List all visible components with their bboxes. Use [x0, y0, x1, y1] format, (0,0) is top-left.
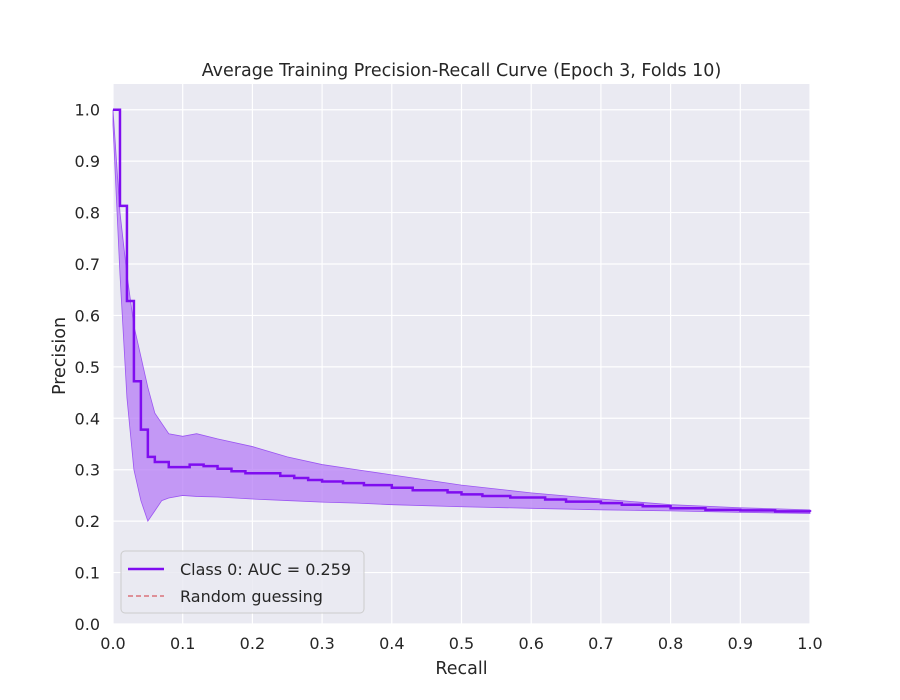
x-tick-label: 0.9: [728, 634, 753, 653]
chart-title: Average Training Precision-Recall Curve …: [202, 61, 722, 81]
y-tick-label: 1.0: [75, 101, 100, 120]
y-axis-label: Precision: [50, 317, 70, 395]
x-tick-label: 0.7: [588, 634, 613, 653]
x-tick-label: 0.2: [240, 634, 265, 653]
x-tick-label: 0.4: [379, 634, 404, 653]
x-tick-label: 0.0: [100, 634, 125, 653]
x-tick-labels: 0.0 0.1 0.2 0.3 0.4 0.5 0.6 0.7 0.8 0.9 1.0: [100, 634, 822, 653]
std-band-layer: [112, 109, 811, 523]
grid-lines: [112, 84, 811, 625]
legend-label-class-0: Class 0: AUC = 0.259: [180, 560, 351, 579]
y-tick-label: 0.3: [75, 461, 100, 480]
y-tick-label: 0.9: [75, 152, 100, 171]
x-tick-label: 1.0: [797, 634, 822, 653]
y-tick-label: 0.7: [75, 255, 100, 274]
x-tick-label: 0.3: [309, 634, 334, 653]
legend: Class 0: AUC = 0.259 Random guessing: [120, 550, 365, 614]
series-layer: [113, 108, 812, 513]
y-tick-label: 0.2: [75, 512, 100, 531]
y-tick-label: 0.5: [75, 358, 100, 377]
legend-box: [120, 550, 365, 614]
y-tick-label: 0.1: [75, 564, 100, 583]
x-tick-label: 0.1: [170, 634, 195, 653]
mean-pr-line: [113, 108, 812, 513]
x-tick-label: 0.5: [449, 634, 474, 653]
y-tick-label: 0.4: [75, 409, 100, 428]
x-axis-label: Recall: [435, 659, 487, 679]
legend-label-random-guessing: Random guessing: [180, 587, 323, 606]
y-tick-labels: 0.0 0.1 0.2 0.3 0.4 0.5 0.6 0.7 0.8 0.9 1.0: [75, 101, 100, 634]
y-tick-label: 0.8: [75, 204, 100, 223]
y-tick-label: 0.0: [75, 615, 100, 634]
y-tick-label: 0.6: [75, 306, 100, 325]
std-band: [112, 109, 811, 523]
x-tick-label: 0.8: [658, 634, 683, 653]
x-tick-label: 0.6: [518, 634, 543, 653]
